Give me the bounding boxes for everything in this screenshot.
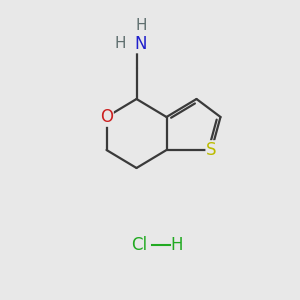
Text: S: S — [206, 141, 217, 159]
Text: H: H — [170, 236, 183, 253]
Text: N: N — [135, 34, 147, 52]
Text: O: O — [100, 108, 113, 126]
Text: H: H — [135, 18, 147, 33]
Text: Cl: Cl — [131, 236, 147, 253]
Text: H: H — [114, 36, 126, 51]
